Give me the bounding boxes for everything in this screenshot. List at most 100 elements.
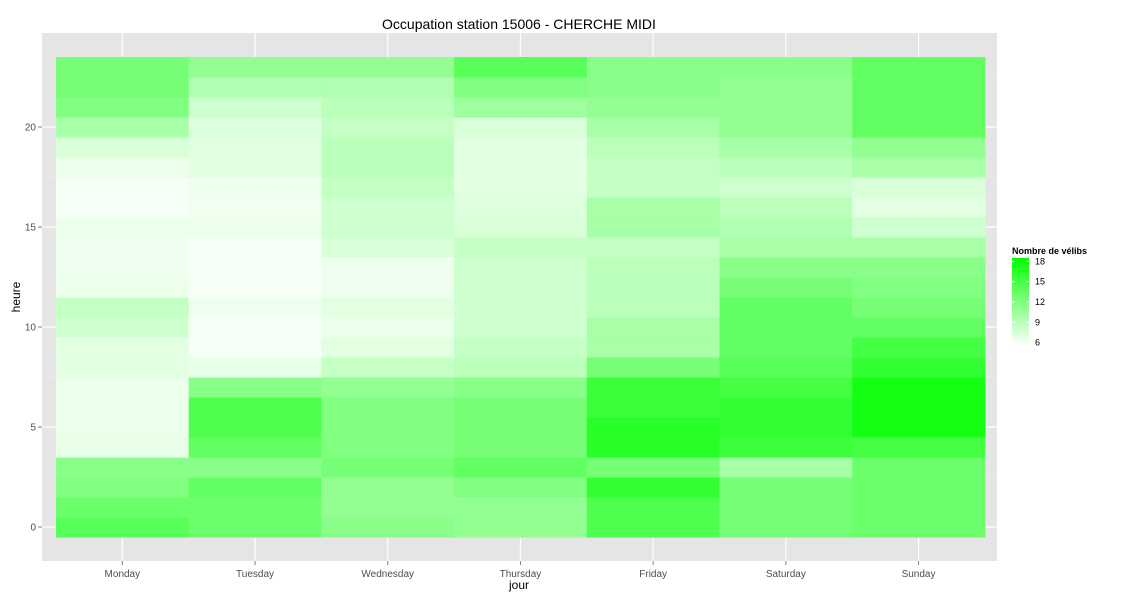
heatmap-cell [719,357,853,378]
heatmap-cell [586,77,721,98]
heatmap-cell [321,317,455,338]
heatmap-cell [188,217,322,238]
heatmap-cell [188,417,322,438]
heatmap-cell [56,97,190,118]
heatmap-cell [188,337,322,358]
heatmap-cell [852,157,986,178]
heatmap-cell [454,197,588,218]
y-tick-label: 5 [30,423,36,434]
heatmap-cell [586,157,721,178]
x-tick-label: Thursday [500,569,542,580]
heatmap-cell [719,197,853,218]
legend: Nombre de vélibs 6 9 12 15 18 [1012,246,1087,348]
heatmap-cell [586,317,721,338]
heatmap-cell [56,277,190,298]
heatmap-cell [852,77,986,98]
heatmap-cell [852,357,986,378]
heatmap-cell [188,377,322,398]
heatmap-cell [719,337,853,358]
heatmap-cell [852,477,986,498]
heatmap-cell [454,437,588,458]
heatmap-cell [852,377,986,398]
heatmap-cell [852,117,986,138]
heatmap-cell [454,117,588,138]
heatmap-cell [719,117,853,138]
heatmap-cell [586,497,721,518]
heatmap-cells [56,57,986,538]
heatmap-cell [454,377,588,398]
heatmap-cell [586,277,721,298]
x-tick-label: Friday [639,569,667,580]
heatmap-cell [586,457,721,478]
heatmap-cell [56,337,190,358]
heatmap-cell [454,217,588,238]
heatmap-cell [586,137,721,158]
heatmap-cell [719,257,853,278]
heatmap-cell [852,277,986,298]
heatmap-cell [321,197,455,218]
y-tick-label: 15 [25,223,37,234]
heatmap-cell [188,437,322,458]
heatmap-cell [321,397,455,418]
heatmap-cell [586,477,721,498]
heatmap-cell [719,137,853,158]
heatmap-cell [188,97,322,118]
heatmap-cell [852,417,986,438]
chart-title: Occupation station 15006 - CHERCHE MIDI [382,16,656,32]
heatmap-cell [454,97,588,118]
heatmap-cell [719,297,853,318]
heatmap-cell [719,217,853,238]
heatmap-cell [56,57,190,78]
heatmap-cell [719,237,853,258]
heatmap-cell [56,197,190,218]
heatmap-cell [188,277,322,298]
heatmap-cell [188,497,322,518]
heatmap-cell [454,277,588,298]
heatmap-cell [454,157,588,178]
heatmap-cell [321,377,455,398]
heatmap-cell [321,117,455,138]
heatmap-cell [586,397,721,418]
heatmap-cell [56,397,190,418]
legend-tick-label: 12 [1035,297,1045,307]
heatmap-cell [719,497,853,518]
heatmap-cell [321,97,455,118]
heatmap-cell [56,477,190,498]
heatmap-cell [188,157,322,178]
heatmap-cell [56,437,190,458]
x-tick-label: Tuesday [236,569,274,580]
heatmap-cell [188,397,322,418]
heatmap-cell [852,237,986,258]
heatmap-cell [719,437,853,458]
heatmap-cell [852,517,986,538]
heatmap-cell [56,297,190,318]
x-axis-title: jour [508,578,529,592]
heatmap-cell [56,117,190,138]
heatmap-cell [321,357,455,378]
legend-tick-label: 6 [1035,338,1040,348]
heatmap-cell [719,57,853,78]
heatmap-cell [719,417,853,438]
heatmap-cell [586,357,721,378]
heatmap-cell [188,257,322,278]
heatmap-cell [719,377,853,398]
legend-tick-label: 15 [1035,277,1045,287]
heatmap-cell [454,397,588,418]
heatmap-cell [586,377,721,398]
heatmap-cell [719,277,853,298]
heatmap-cell [188,517,322,538]
heatmap-cell [719,317,853,338]
heatmap-cell [586,337,721,358]
heatmap-cell [188,197,322,218]
heatmap-cell [321,217,455,238]
heatmap-cell [454,477,588,498]
heatmap-cell [188,57,322,78]
heatmap-cell [454,517,588,538]
heatmap-cell [586,297,721,318]
heatmap-cell [321,237,455,258]
heatmap-cell [586,257,721,278]
heatmap-cell [719,457,853,478]
heatmap-cell [719,397,853,418]
legend-title: Nombre de vélibs [1012,246,1087,256]
heatmap-cell [321,517,455,538]
